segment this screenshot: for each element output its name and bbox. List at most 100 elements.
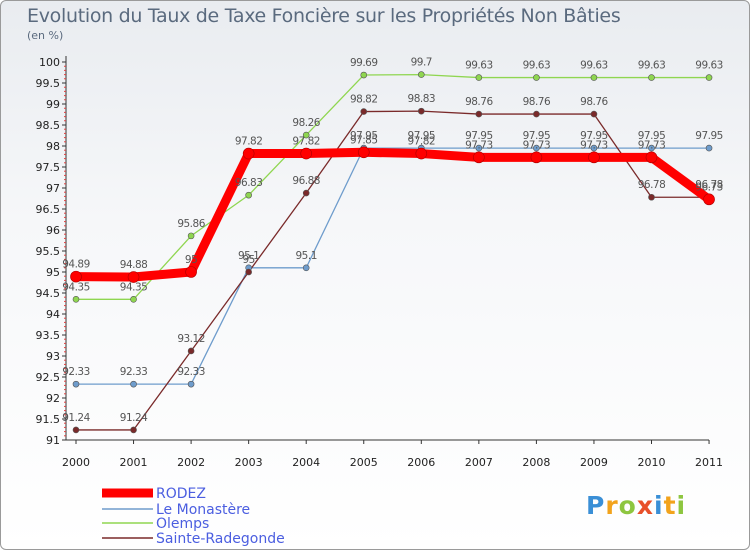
data-label: 97.82 xyxy=(292,136,320,148)
data-point xyxy=(590,144,598,152)
y-tick-label: 96 xyxy=(46,224,60,237)
chart-title: Evolution du Taux de Taxe Foncière sur l… xyxy=(27,5,621,27)
data-label: 98.26 xyxy=(292,117,320,129)
y-tick-label: 95 xyxy=(46,266,60,279)
data-label: 97.73 xyxy=(465,139,493,151)
x-tick-label: 2003 xyxy=(235,456,263,469)
data-point xyxy=(245,268,252,276)
y-tick-label: 92 xyxy=(46,392,60,405)
data-point xyxy=(588,151,600,164)
data-label: 98.76 xyxy=(465,96,493,108)
x-tick-label: 2010 xyxy=(638,456,666,469)
data-label: 97.73 xyxy=(523,139,551,151)
data-label: 97.73 xyxy=(580,139,608,151)
data-label: 97.95 xyxy=(408,130,436,142)
data-point xyxy=(357,146,370,159)
data-label: 95.1 xyxy=(238,250,259,262)
data-point xyxy=(72,380,80,388)
data-label: 97.95 xyxy=(638,130,666,142)
data-label: 94.88 xyxy=(120,259,148,271)
data-label: 99.7 xyxy=(411,57,432,69)
data-label: 99.69 xyxy=(350,57,378,69)
data-label: 97.95 xyxy=(465,130,493,142)
y-tick-label: 91.5 xyxy=(36,413,61,426)
x-tick-label: 2001 xyxy=(120,456,148,469)
data-label: 97.85 xyxy=(350,134,378,146)
data-point xyxy=(473,151,485,164)
data-point xyxy=(648,193,655,201)
y-tick-label: 93.5 xyxy=(36,329,61,342)
y-tick-label: 99 xyxy=(46,98,60,111)
x-tick-label: 2004 xyxy=(292,456,320,469)
data-point xyxy=(360,108,368,115)
series-line-le-monast-re xyxy=(75,147,710,385)
data-point xyxy=(185,266,197,278)
logo-letter: o xyxy=(618,491,637,520)
data-point xyxy=(475,110,483,118)
data-label: 97.95 xyxy=(350,130,378,142)
data-label: 95.1 xyxy=(296,250,317,262)
data-point xyxy=(475,74,483,81)
y-tick-label: 92.5 xyxy=(36,371,61,384)
data-point xyxy=(302,189,310,197)
y-tick-label: 97 xyxy=(46,182,60,195)
legend-label: Sainte-Radegonde xyxy=(156,531,285,547)
data-point xyxy=(72,295,80,303)
data-label: 99.63 xyxy=(465,60,493,72)
x-tick-label: 2000 xyxy=(62,456,90,469)
data-label: 99.63 xyxy=(638,60,666,72)
data-label: 98.76 xyxy=(523,96,551,108)
data-label: 96.83 xyxy=(235,177,263,189)
data-label: 96.78 xyxy=(638,179,666,191)
data-point xyxy=(302,264,310,272)
data-label: 98.76 xyxy=(580,96,608,108)
data-label: 94.35 xyxy=(62,281,90,293)
data-point xyxy=(130,295,137,303)
data-label: 94.35 xyxy=(120,281,148,293)
x-tick-label: 2007 xyxy=(465,456,493,469)
data-label: 99.63 xyxy=(580,60,608,72)
y-tick-label: 91 xyxy=(46,434,60,447)
logo-letter: t xyxy=(663,491,677,520)
data-label: 95.86 xyxy=(177,218,205,230)
data-point xyxy=(245,191,252,199)
y-tick-label: 94.5 xyxy=(36,287,61,300)
data-point xyxy=(130,380,137,388)
data-label: 97.82 xyxy=(235,136,263,148)
series-line-rodez xyxy=(71,147,714,282)
proxiti-logo: Proxiti xyxy=(586,491,686,520)
data-label: 97.82 xyxy=(408,136,436,148)
data-point xyxy=(302,131,310,139)
x-tick-label: 2005 xyxy=(350,456,378,469)
data-point xyxy=(648,74,655,81)
y-tick-label: 96.5 xyxy=(36,203,61,216)
data-label: 96.78 xyxy=(695,179,723,191)
data-point xyxy=(72,426,80,434)
y-tick-label: 95.5 xyxy=(36,245,61,258)
data-points xyxy=(70,71,715,434)
data-point xyxy=(187,232,195,240)
data-label: 98.82 xyxy=(350,94,378,106)
y-tick-label: 98 xyxy=(46,140,60,153)
data-point xyxy=(70,270,82,283)
data-point xyxy=(417,71,425,78)
data-point xyxy=(360,71,368,79)
series-lines xyxy=(71,73,714,431)
data-label: 92.33 xyxy=(62,366,90,378)
data-point xyxy=(648,144,655,152)
y-tick-label: 93 xyxy=(46,350,60,363)
data-label: 96.73 xyxy=(695,181,723,193)
series-line-sainte-radegonde xyxy=(75,110,710,431)
legend-label: RODEZ xyxy=(156,486,206,502)
x-tick-label: 2008 xyxy=(522,456,550,469)
y-axis-unit: (en %) xyxy=(27,29,64,42)
legend-label: Olemps xyxy=(156,516,209,532)
data-point xyxy=(705,144,713,152)
data-label: 99.63 xyxy=(695,60,723,72)
y-tick-label: 99.5 xyxy=(36,77,61,90)
y-tick-label: 98.5 xyxy=(36,119,61,132)
legend-label: Le Monastère xyxy=(156,502,250,518)
